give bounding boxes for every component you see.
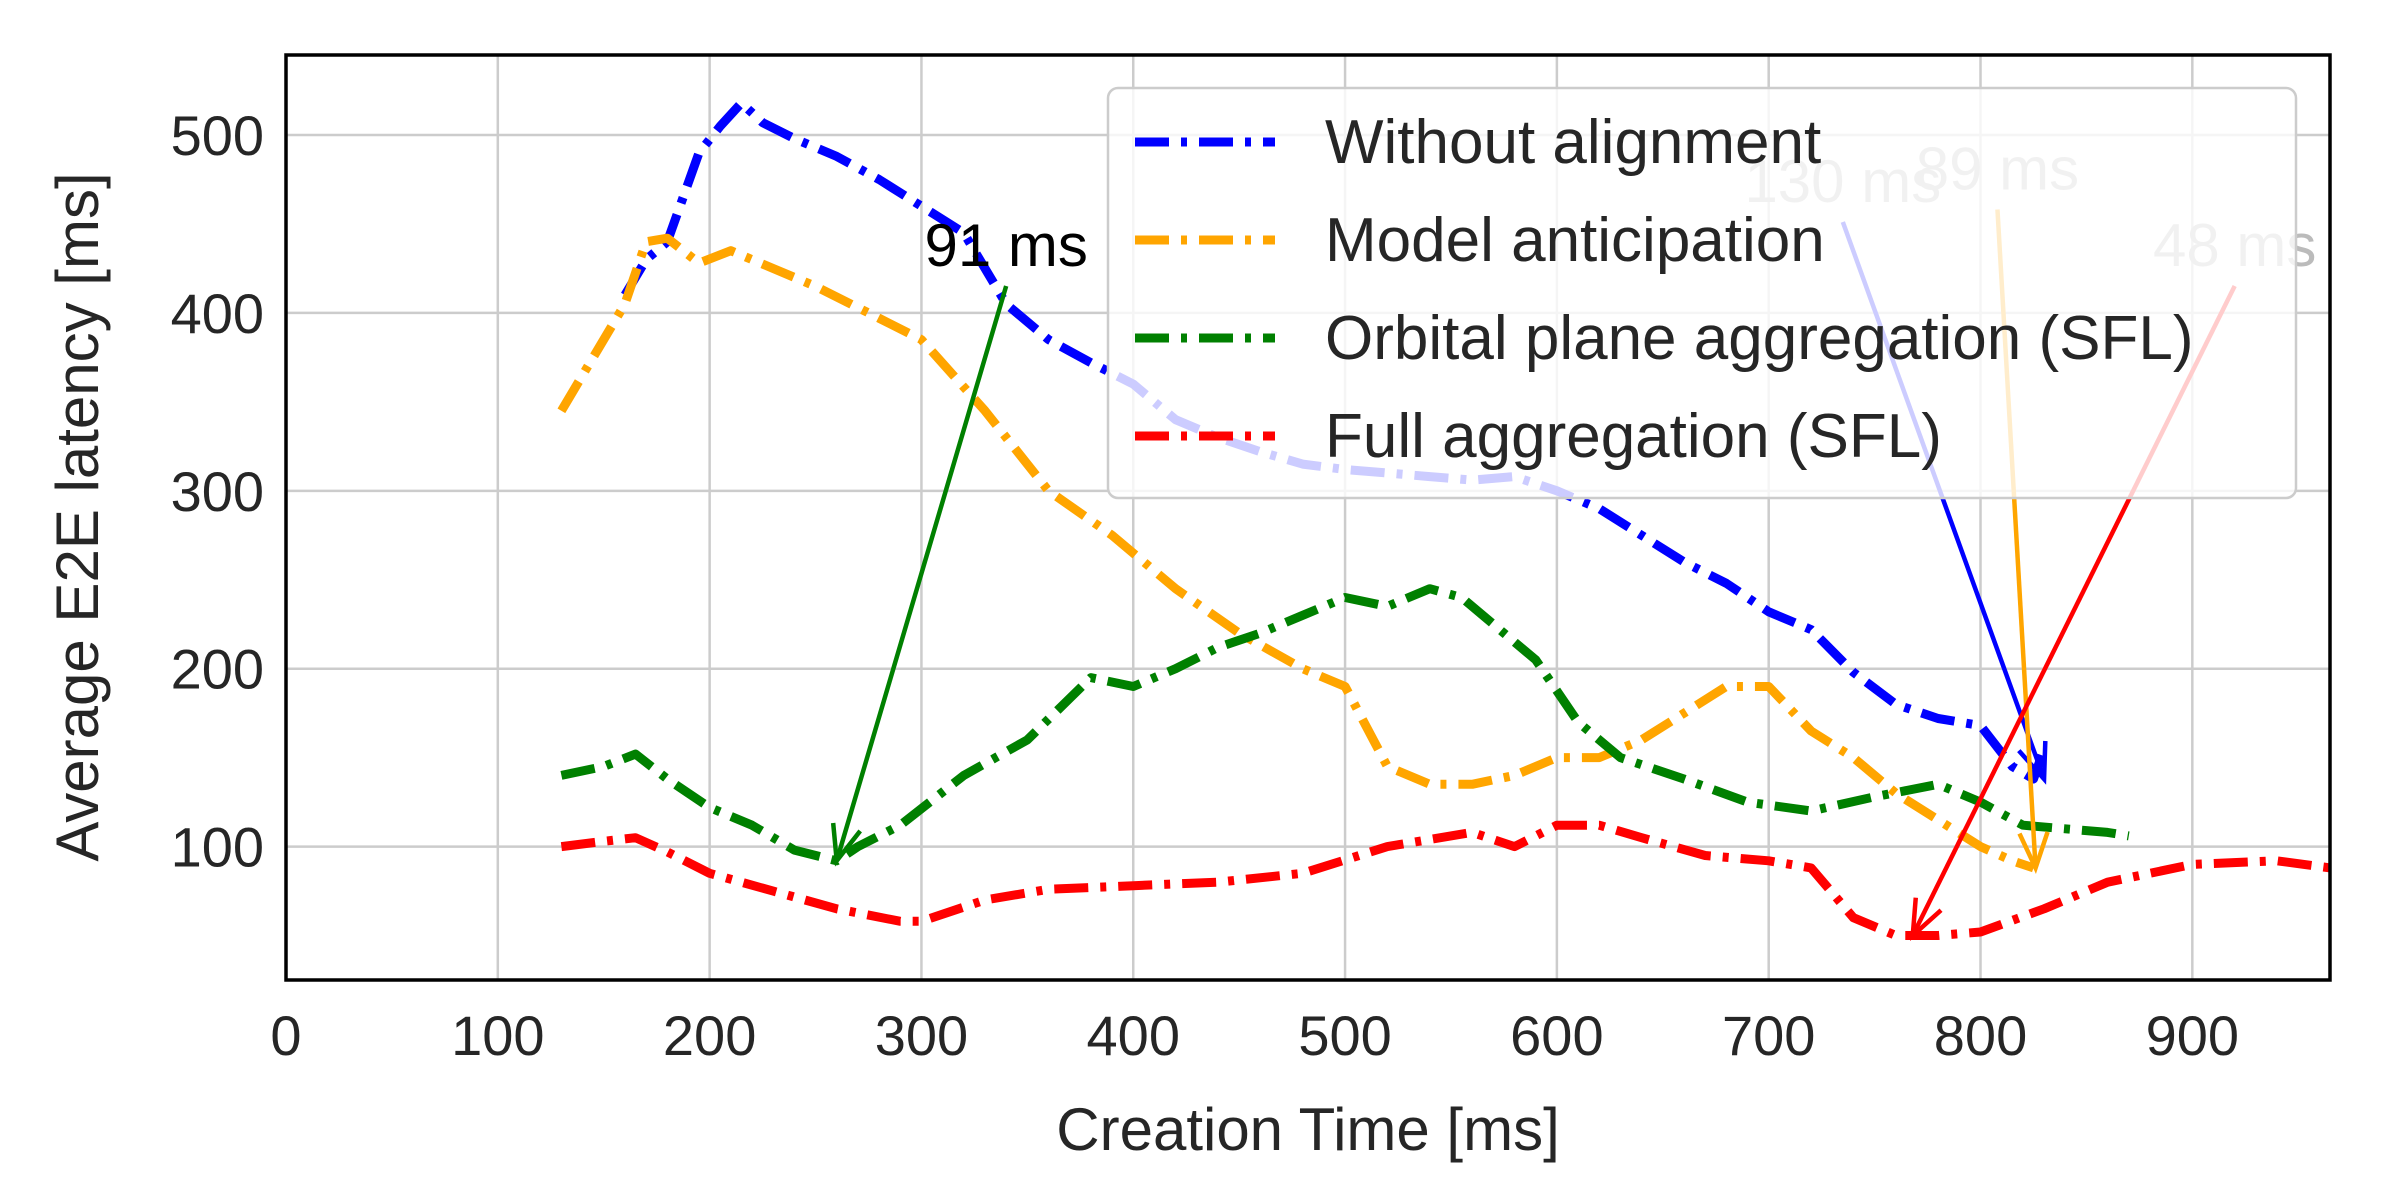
legend-label-4: Full aggregation (SFL) (1325, 402, 1942, 471)
x-tick-label: 800 (1934, 1004, 2027, 1067)
y-tick-label: 300 (171, 460, 264, 523)
x-tick-label: 500 (1298, 1004, 1391, 1067)
legend-box (1106, 86, 2298, 500)
plot-frame (284, 53, 2332, 982)
series-line-4 (560, 820, 2330, 940)
x-tick-label: 300 (875, 1004, 968, 1067)
x-tick-label: 0 (270, 1004, 301, 1067)
x-tick-label: 600 (1510, 1004, 1603, 1067)
y-tick-label: 200 (171, 638, 264, 701)
annotation-label-1: 91 ms (924, 212, 1087, 279)
legend: Without alignment Model anticipation Orbit… (1106, 86, 2298, 500)
x-tick-labels: 0 100 200 300 400 500 600 700 800 900 (270, 1004, 2239, 1067)
x-tick-label: 400 (1087, 1004, 1180, 1067)
y-tick-labels: 100 200 300 400 500 (171, 104, 264, 879)
annotation-arrow-1 (834, 285, 1009, 862)
y-tick-label: 100 (171, 816, 264, 879)
series-line-3 (560, 584, 2130, 866)
legend-label-3: Orbital plane aggregation (SFL) (1325, 304, 2193, 373)
y-tick-label: 400 (171, 282, 264, 345)
legend-label-2: Model anticipation (1325, 206, 1825, 275)
y-tick-label: 500 (171, 104, 264, 167)
x-tick-label: 700 (1722, 1004, 1815, 1067)
x-axis-label: Creation Time [ms] (1056, 1096, 1559, 1163)
annotation-arrowhead-4 (1910, 897, 1943, 941)
x-tick-label: 200 (663, 1004, 756, 1067)
x-tick-label: 100 (451, 1004, 544, 1067)
series-line-2 (557, 233, 2035, 873)
legend-label-1: Without alignment (1325, 108, 1821, 177)
annotation-arrowhead-3 (2017, 831, 2050, 874)
y-axis-label: Average E2E latency [ms] (44, 172, 111, 861)
x-tick-label: 900 (2146, 1004, 2239, 1067)
annotation-arrowhead-1 (830, 822, 862, 867)
